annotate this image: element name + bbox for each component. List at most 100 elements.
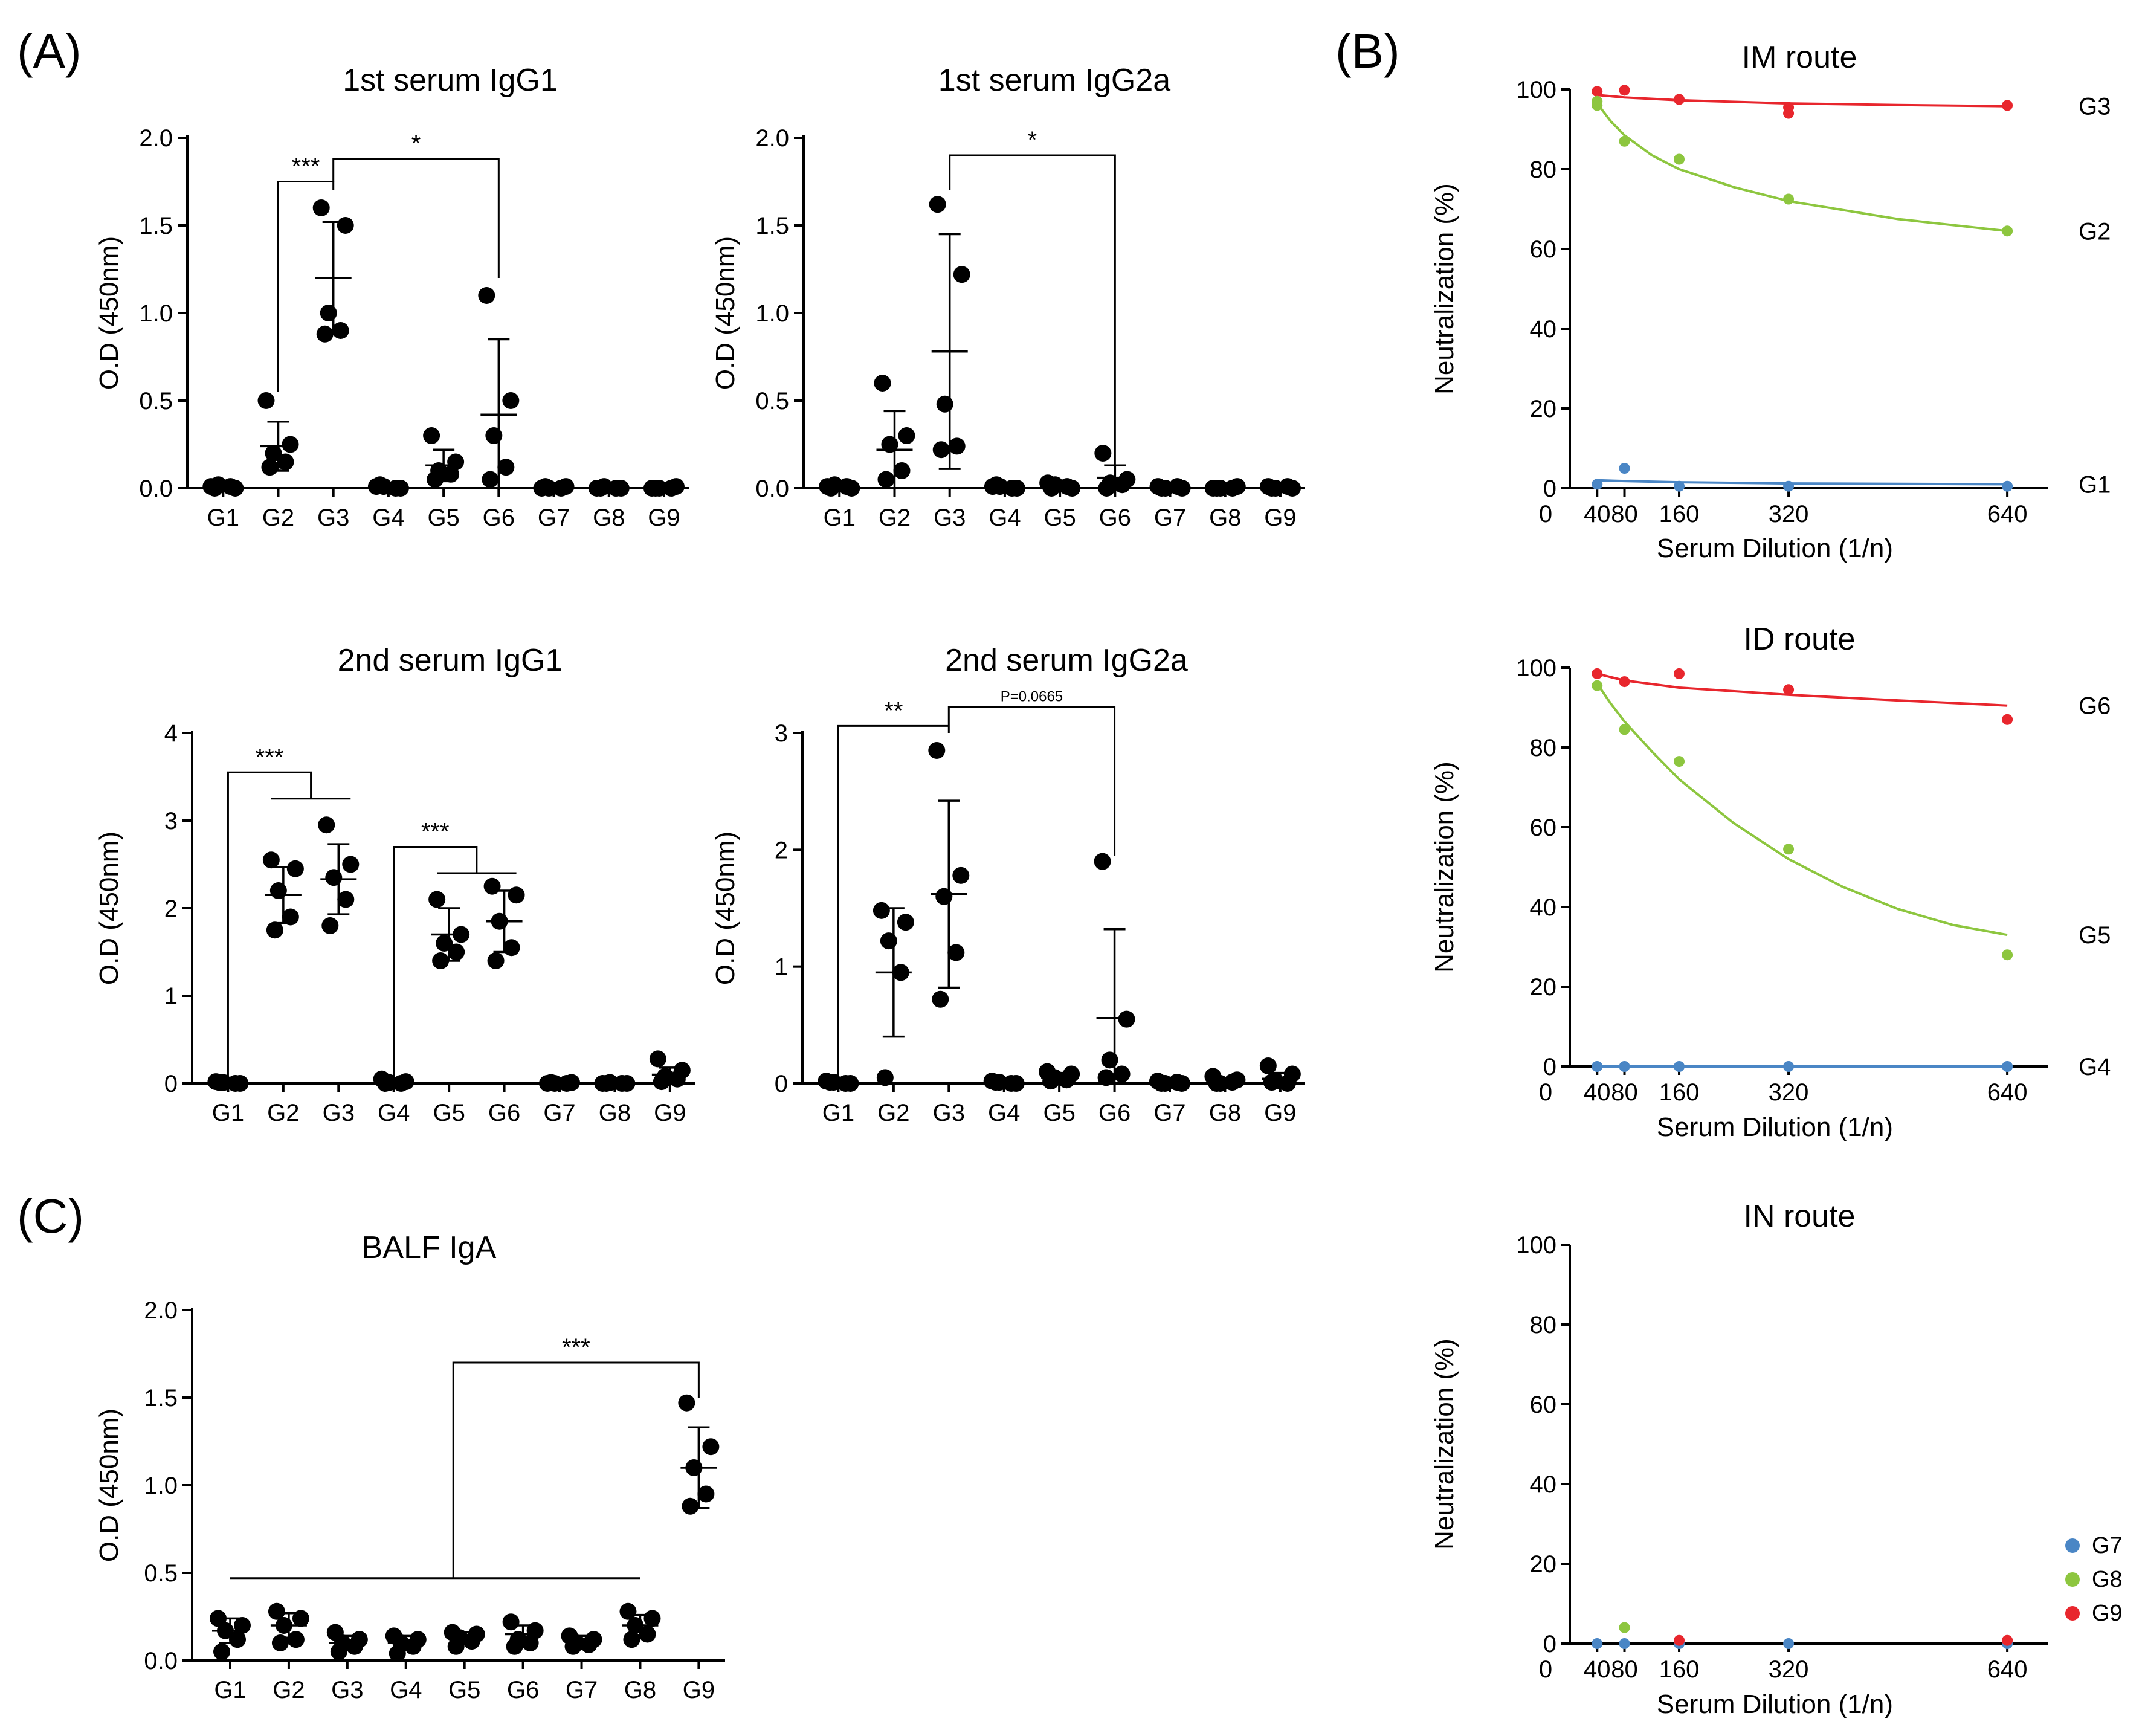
y-tick-label: 1	[164, 983, 178, 1010]
data-point-g2	[1674, 153, 1685, 165]
data-point-g3	[1619, 85, 1630, 96]
data-point-g7	[1783, 1638, 1795, 1649]
data-point-g4	[1674, 1061, 1685, 1072]
y-tick-label: 2.0	[755, 125, 789, 152]
chart-title: IN route	[1744, 1199, 1856, 1234]
x-tick-label: 80	[1611, 1079, 1638, 1106]
x-tick-label: G5	[448, 1677, 480, 1703]
x-tick-label: 160	[1659, 1079, 1700, 1106]
data-point-g1	[1592, 479, 1603, 490]
data-point-g5	[1674, 756, 1685, 767]
data-point-g3	[928, 742, 946, 759]
data-point-g6	[497, 459, 515, 476]
data-point-g2	[898, 427, 915, 444]
significance-bracket	[227, 771, 312, 1079]
data-point-g2	[257, 392, 275, 409]
data-point-g4	[987, 476, 1005, 494]
data-point-g8	[598, 1075, 615, 1092]
y-tick-label: 1.5	[144, 1385, 178, 1412]
series-label-g1: G1	[2079, 471, 2111, 498]
data-point-g3	[332, 322, 349, 339]
data-point-g2	[265, 445, 282, 462]
data-point-g4	[1002, 1075, 1020, 1092]
y-tick-label: 2.0	[139, 125, 173, 152]
data-point-g6	[506, 1638, 523, 1655]
data-point-g6	[2002, 714, 2013, 725]
data-point-g1	[837, 1075, 854, 1092]
x-tick-label: 0	[1539, 1656, 1552, 1683]
data-point-g7	[1169, 478, 1186, 495]
x-tick-label: G7	[1153, 1100, 1185, 1126]
legend-label-g9: G9	[2092, 1601, 2123, 1626]
data-point-g1	[211, 1074, 228, 1091]
data-point-g5	[1592, 680, 1603, 691]
y-tick-label: 0	[1543, 476, 1556, 502]
data-point-g8	[592, 480, 609, 497]
data-point-g3	[932, 441, 950, 459]
data-point-g4	[387, 480, 404, 497]
y-tick-label: 40	[1530, 316, 1557, 343]
y-tick-label: 40	[1530, 894, 1557, 921]
significance-label: *	[411, 131, 421, 157]
data-point-g1	[206, 480, 224, 497]
data-point-g2	[275, 1617, 292, 1634]
data-point-g2	[881, 436, 898, 453]
significance-bracket	[947, 706, 1116, 856]
y-tick-label: 100	[1516, 1232, 1556, 1259]
legend-marker-g8	[2065, 1572, 2080, 1587]
panel-label-b: (B)	[1335, 24, 1400, 78]
data-point-g3	[936, 395, 953, 413]
chart-title: 2nd serum IgG1	[338, 643, 563, 678]
y-tick-label: 0.0	[755, 476, 789, 502]
x-tick-label: 160	[1659, 1656, 1700, 1683]
chart-title: 2nd serum IgG2a	[945, 643, 1188, 678]
x-tick-label: 320	[1769, 1656, 1809, 1683]
data-point-g2	[876, 1069, 894, 1086]
data-point-g4	[1592, 1061, 1603, 1072]
y-axis-label: O.D (450nm)	[94, 236, 124, 390]
data-point-g7	[1619, 1638, 1630, 1649]
y-tick-label: 20	[1530, 1551, 1557, 1578]
x-tick-label: G1	[822, 1100, 854, 1126]
data-point-g9	[1279, 1075, 1296, 1092]
x-tick-label: G8	[599, 1100, 631, 1126]
y-axis-label: O.D (450nm)	[94, 831, 124, 985]
x-tick-label: G9	[1264, 1100, 1296, 1126]
data-point-g2	[277, 453, 294, 471]
y-tick-label: 60	[1530, 236, 1557, 263]
data-point-g3	[316, 325, 334, 343]
y-axis-label: O.D (450nm)	[711, 236, 740, 390]
data-point-g6	[1592, 668, 1603, 679]
significance-label: ***	[292, 153, 320, 180]
data-point-g5	[432, 952, 450, 969]
y-tick-label: 0.5	[139, 388, 173, 415]
y-tick-label: 3	[164, 808, 178, 834]
data-point-g7	[1169, 1074, 1185, 1091]
data-point-g5	[2002, 949, 2013, 961]
panel-label-c: (C)	[17, 1189, 84, 1243]
x-tick-label: G9	[654, 1100, 686, 1126]
x-tick-label: 0	[1539, 1079, 1552, 1106]
data-point-g3	[337, 217, 354, 234]
data-point-g3	[320, 305, 337, 321]
data-point-g2	[261, 459, 279, 476]
y-tick-label: 0	[1543, 1631, 1556, 1657]
data-point-g1	[1783, 480, 1795, 492]
chart-im-route: IM route Neutralization (%) Serum Dilution…	[1430, 40, 2111, 563]
y-axis-label: O.D (450nm)	[94, 1408, 124, 1562]
data-point-g3	[346, 1638, 363, 1655]
series-label-g2: G2	[2079, 218, 2111, 245]
data-point-g6	[482, 471, 499, 488]
x-tick-label: G7	[1154, 505, 1186, 531]
chart-title: 1st serum IgG1	[343, 63, 557, 98]
data-point-g9	[668, 1070, 686, 1088]
data-point-g7	[543, 1074, 560, 1091]
data-point-g7	[564, 1638, 582, 1655]
data-point-g2	[282, 436, 299, 453]
y-tick-label: 1.0	[755, 300, 789, 327]
significance-bracket	[393, 846, 478, 1079]
data-point-g3	[325, 869, 343, 886]
data-point-g6	[521, 1634, 539, 1651]
y-tick-label: 80	[1530, 156, 1557, 183]
x-tick-label: G3	[934, 505, 966, 531]
